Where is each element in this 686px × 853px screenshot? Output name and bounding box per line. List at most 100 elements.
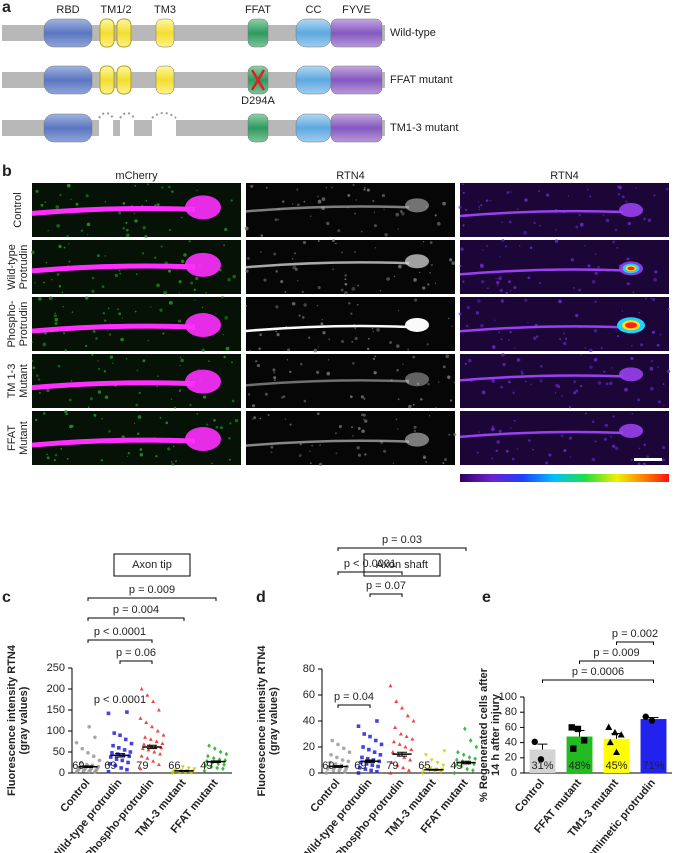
speckle (54, 453, 58, 457)
point (346, 759, 351, 764)
speckle (179, 356, 182, 359)
construct-label: TM1-3 mutant (390, 122, 458, 134)
speckle (260, 234, 264, 237)
error-bar (333, 765, 343, 768)
speckle (579, 385, 583, 388)
growth-cone (185, 252, 222, 277)
point (364, 762, 369, 766)
y-tick-label: 80 (505, 706, 517, 718)
speckle (344, 278, 347, 281)
p-value: p = 0.009 (129, 584, 175, 596)
speckle (183, 253, 187, 257)
speckle (62, 332, 66, 335)
speckle (448, 433, 451, 436)
speckle (232, 274, 236, 279)
speckle (122, 227, 125, 230)
speckle (516, 448, 519, 450)
speckle (202, 395, 207, 399)
speckle (91, 276, 95, 280)
neurite (245, 439, 410, 447)
point (375, 719, 379, 723)
speckle (413, 425, 417, 429)
speckle (89, 397, 93, 401)
speckle (661, 445, 666, 450)
speckle (654, 270, 658, 274)
speckle (259, 333, 262, 337)
speckle (527, 321, 529, 324)
speckle (357, 427, 361, 430)
point (463, 726, 467, 732)
speckle (178, 319, 182, 323)
speckle (354, 327, 357, 330)
y-axis-label: % Regenerated cells after (478, 667, 490, 802)
speckle (462, 183, 464, 186)
speckle (372, 330, 374, 333)
speckle (273, 376, 277, 380)
speckle (611, 367, 613, 369)
speckle (578, 288, 581, 292)
point (580, 737, 588, 744)
comparison-bracket (337, 571, 403, 575)
point (122, 748, 127, 752)
speckle (594, 300, 597, 304)
speckle (319, 444, 321, 446)
point (612, 748, 621, 756)
speckle (328, 359, 330, 361)
point (435, 761, 440, 765)
speckle (361, 413, 364, 417)
speckle (146, 183, 149, 186)
speckle (258, 347, 261, 350)
column-header: mCherry (115, 170, 158, 182)
speckle (109, 355, 114, 359)
point (397, 742, 402, 746)
speckle (299, 362, 303, 366)
speckle (435, 406, 437, 409)
speckle (631, 412, 634, 415)
speckle (593, 329, 598, 333)
point (379, 742, 384, 747)
point (369, 768, 373, 773)
growth-cone (619, 423, 644, 438)
speckle (142, 226, 146, 230)
speckle (97, 390, 102, 394)
speckle (594, 271, 598, 275)
speckle (604, 423, 609, 428)
speckle (108, 429, 111, 433)
speckle (142, 359, 146, 363)
point (148, 737, 153, 741)
domain (295, 18, 332, 48)
speckle (362, 418, 365, 421)
speckle (53, 314, 57, 318)
speckle (425, 460, 428, 463)
speckle (511, 457, 515, 461)
p-value: p < 0.0001 (344, 558, 396, 570)
domain (43, 65, 93, 95)
speckle (500, 299, 505, 303)
speckle (447, 375, 451, 379)
speckle (180, 358, 184, 363)
point (454, 757, 459, 763)
speckle (594, 253, 597, 255)
point (151, 759, 156, 763)
speckle (659, 333, 662, 336)
point (642, 713, 649, 720)
speckle (326, 221, 330, 226)
speckle (156, 385, 159, 388)
speckle (451, 261, 456, 265)
speckle (584, 245, 586, 247)
speckle (591, 280, 596, 284)
point (456, 749, 460, 755)
speckle (321, 197, 326, 201)
speckle (66, 235, 69, 238)
point (335, 755, 339, 760)
speckle (422, 241, 425, 243)
speckle (412, 355, 416, 359)
speckle (280, 280, 284, 284)
speckle (458, 205, 462, 209)
speckle (476, 451, 479, 454)
speckle (291, 258, 294, 260)
speckle (638, 311, 640, 314)
speckle (63, 246, 66, 249)
speckle (68, 242, 70, 245)
speckle (223, 355, 226, 359)
